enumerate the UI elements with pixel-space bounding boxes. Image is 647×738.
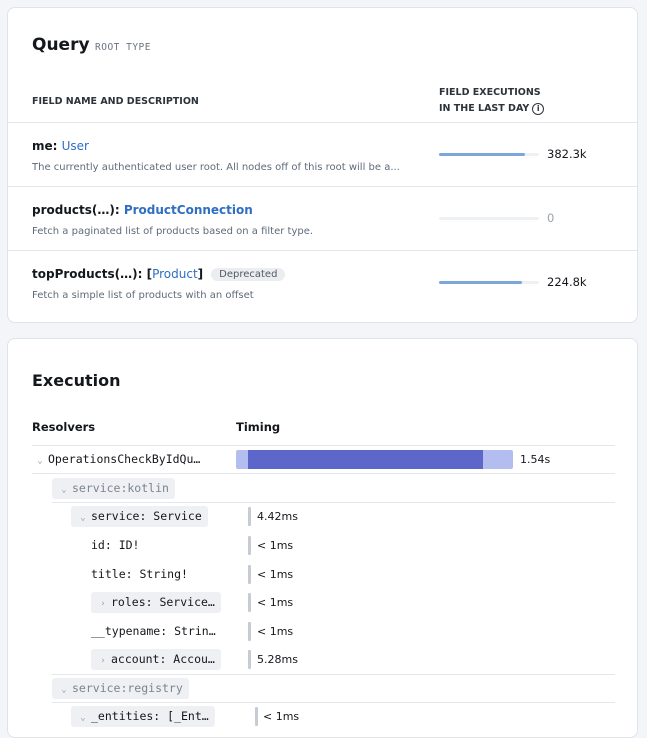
timing-value: < 1ms (257, 596, 294, 609)
field-row-me[interactable]: me: User The currently authenticated use… (8, 122, 637, 186)
divider (32, 473, 615, 474)
field-executions-column-header: FIELD EXECUTIONS IN THE LAST DAY i (439, 85, 545, 117)
field-description: Fetch a paginated list of products based… (32, 226, 314, 237)
executions-bar-fill (439, 281, 522, 284)
chevron-down-icon[interactable]: ⌄ (61, 485, 67, 495)
execution-title: Execution (32, 371, 121, 390)
execution-card: Execution Resolvers Timing ⌄ OperationsCh… (7, 338, 638, 738)
divider (52, 502, 615, 503)
timing-marker (255, 707, 258, 726)
chevron-down-icon[interactable]: ⌄ (80, 713, 86, 723)
field-executions-header-line1: FIELD EXECUTIONS (439, 87, 541, 98)
timing-marker (248, 622, 251, 641)
timing-marker (248, 650, 251, 669)
info-icon[interactable]: i (532, 102, 545, 115)
trace-node-title[interactable]: title: String! (91, 567, 188, 581)
field-executions-header-line2: IN THE LAST DAY (439, 103, 530, 114)
field-row-topproducts[interactable]: topProducts(…): [Product] Deprecated Fetc… (8, 250, 637, 314)
field-name-column-header: FIELD NAME AND DESCRIPTION (32, 96, 199, 107)
field-description: The currently authenticated user root. A… (32, 162, 400, 173)
executions-count: 382.3k (547, 147, 587, 161)
trace-node-operation[interactable]: ⌄ OperationsCheckByIdQu… (34, 449, 200, 470)
timing-bar (236, 450, 513, 469)
chevron-right-icon[interactable]: › (100, 599, 106, 609)
timing-value: < 1ms (257, 568, 294, 581)
timing-value: < 1ms (263, 710, 300, 723)
divider (32, 445, 615, 446)
timing-bar-fill (248, 450, 483, 469)
executions-bar-fill (439, 153, 525, 156)
timing-marker (248, 507, 251, 526)
chevron-down-icon[interactable]: ⌄ (61, 685, 67, 695)
executions-bar (439, 281, 539, 284)
field-name: topProducts(…) (32, 267, 138, 281)
field-type-link[interactable]: User (61, 139, 89, 153)
root-type-card: Query ROOT TYPE FIELD NAME AND DESCRIPTI… (7, 7, 638, 323)
timing-value: 1.54s (520, 453, 551, 466)
trace-node-service-registry[interactable]: ⌄ service:registry (52, 678, 189, 699)
chevron-down-icon[interactable]: ⌄ (37, 456, 43, 466)
timing-value: 4.42ms (257, 510, 298, 523)
field-type-link[interactable]: ProductConnection (123, 203, 253, 217)
chevron-down-icon[interactable]: ⌄ (80, 513, 86, 523)
timing-value: < 1ms (257, 625, 294, 638)
divider (52, 702, 615, 703)
timing-marker (248, 536, 251, 555)
timing-value: < 1ms (257, 539, 294, 552)
field-name: products(…) (32, 203, 115, 217)
trace-node-service-kotlin[interactable]: ⌄ service:kotlin (52, 478, 175, 499)
trace-node-account[interactable]: › account: Accou… (91, 649, 221, 670)
executions-count: 0 (547, 211, 555, 225)
trace-node-entities[interactable]: ⌄ _entities: [_Ent… (71, 706, 215, 727)
field-type-link[interactable]: Product (152, 267, 198, 281)
page-title: Query (32, 35, 90, 55)
trace-node-id[interactable]: id: ID! (91, 538, 140, 552)
executions-bar (439, 217, 539, 220)
divider (52, 674, 615, 675)
field-name: me (32, 139, 53, 153)
timing-value: 5.28ms (257, 653, 298, 666)
executions-bar (439, 153, 539, 156)
trace-node-typename[interactable]: __typename: Strin… (91, 624, 216, 638)
field-row-products[interactable]: products(…): ProductConnection Fetch a p… (8, 186, 637, 250)
executions-count: 224.8k (547, 275, 587, 289)
timing-marker (248, 565, 251, 584)
timing-marker (248, 593, 251, 612)
chevron-right-icon[interactable]: › (100, 656, 106, 666)
trace-node-service-field[interactable]: ⌄ service: Service (71, 506, 208, 527)
trace-node-roles[interactable]: › roles: Service… (91, 592, 221, 613)
field-description: Fetch a simple list of products with an … (32, 290, 254, 301)
root-type-label: ROOT TYPE (95, 42, 151, 53)
deprecated-badge: Deprecated (211, 268, 286, 281)
timing-column-header: Timing (236, 420, 281, 434)
resolvers-column-header: Resolvers (32, 420, 96, 434)
